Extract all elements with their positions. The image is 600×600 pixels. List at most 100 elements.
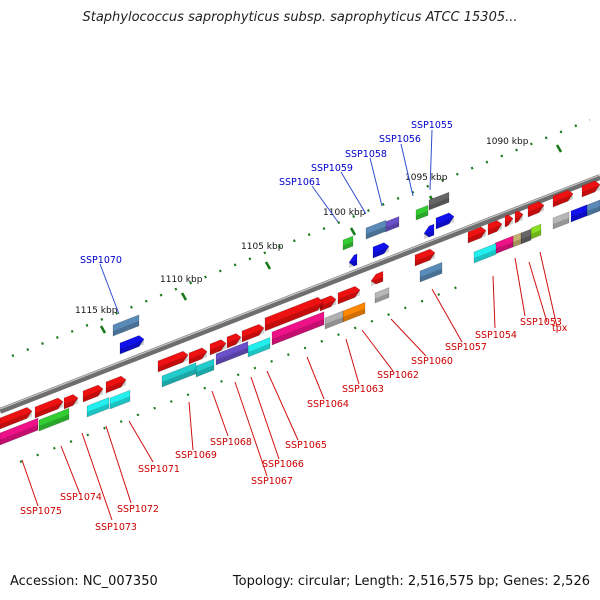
gene-feature-shade [366, 226, 386, 239]
gene-feature[interactable] [34, 397, 64, 419]
gene-feature-shade [587, 205, 600, 216]
gene-feature[interactable] [0, 417, 39, 446]
gene-feature-shade [196, 365, 214, 377]
gene-feature[interactable] [514, 210, 524, 224]
gene-feature-shade [495, 242, 513, 254]
gene-feature[interactable] [581, 180, 600, 198]
gene-feature[interactable] [119, 335, 145, 355]
gene-feature[interactable] [324, 310, 344, 330]
gene-feature[interactable] [319, 295, 337, 312]
gene-feature-shade [553, 194, 573, 207]
gene-label[interactable]: SSP1063 [342, 384, 384, 395]
gene-feature[interactable] [161, 362, 197, 388]
gene-label[interactable]: SSP1057 [445, 342, 487, 353]
gene-feature[interactable] [552, 189, 574, 208]
gene-feature[interactable] [109, 389, 131, 410]
gene-label[interactable]: SSP1061 [279, 177, 321, 188]
gene-feature-shade [158, 355, 188, 372]
gene-feature-shade [189, 352, 207, 364]
gene-feature-shade [110, 396, 130, 409]
gene-feature[interactable] [467, 226, 487, 244]
gene-feature[interactable] [38, 407, 70, 432]
gene-label[interactable]: SSP1066 [262, 459, 304, 470]
gene-label[interactable]: SSP1056 [379, 134, 421, 145]
gene-feature[interactable] [527, 201, 545, 218]
gene-feature-shade [553, 217, 569, 229]
gene-label[interactable]: SSP1067 [251, 476, 293, 487]
gene-features [0, 180, 600, 446]
gene-label[interactable]: SSP1062 [377, 370, 419, 381]
gene-feature[interactable] [63, 394, 79, 410]
gene-feature[interactable] [415, 204, 429, 221]
gene-label[interactable]: SSP1069 [175, 450, 217, 461]
gene-label[interactable]: SSP1064 [307, 399, 349, 410]
scale-label: 1115 kbp [75, 306, 118, 316]
gene-label[interactable]: SSP1065 [285, 440, 327, 451]
gene-label[interactable]: SSP1073 [95, 522, 137, 533]
gene-feature[interactable] [209, 339, 227, 356]
gene-feature[interactable] [271, 311, 325, 346]
gene-feature[interactable] [419, 261, 443, 283]
gene-feature[interactable] [372, 242, 390, 259]
gene-label[interactable]: SSP1055 [411, 120, 453, 131]
gene-feature-shade [528, 205, 544, 217]
gene-feature[interactable] [348, 253, 358, 267]
gene-label[interactable]: tpx [552, 323, 568, 334]
gene-feature[interactable] [552, 211, 570, 230]
gene-feature[interactable] [342, 235, 354, 251]
gene-label[interactable]: SSP1072 [117, 504, 159, 515]
gene-label[interactable]: SSP1054 [475, 330, 517, 341]
gene-feature[interactable] [423, 223, 435, 238]
gene-feature[interactable] [241, 323, 265, 343]
gene-feature[interactable] [215, 341, 249, 366]
gene-label[interactable]: SSP1059 [311, 163, 353, 174]
gene-feature[interactable] [82, 384, 104, 403]
gene-label[interactable]: SSP1060 [411, 356, 453, 367]
gene-feature[interactable] [473, 242, 497, 264]
gene-feature-shade [272, 318, 324, 345]
gene-feature-shade [87, 403, 109, 417]
gene-feature[interactable] [586, 199, 600, 217]
gene-feature-shade [571, 210, 587, 222]
gene-feature[interactable] [188, 347, 208, 365]
gene-feature[interactable] [105, 375, 127, 394]
gene-feature[interactable] [374, 287, 390, 304]
gene-feature[interactable] [226, 333, 242, 349]
gene-feature-shade [416, 210, 428, 220]
genome-title: Staphylococcus saprophyticus subsp. sapr… [82, 10, 518, 25]
gene-label[interactable]: SSP1075 [20, 506, 62, 517]
gene-feature[interactable] [370, 270, 384, 285]
gene-feature-shade [64, 398, 78, 409]
gene-label[interactable]: SSP1071 [138, 464, 180, 475]
gene-feature[interactable] [414, 248, 436, 267]
gene-feature[interactable] [435, 212, 455, 230]
gene-feature-shade [513, 238, 521, 247]
gene-feature[interactable] [428, 191, 450, 211]
gene-feature[interactable] [0, 407, 33, 430]
accession-label: Accession: NC_007350 [10, 574, 158, 589]
gene-feature[interactable] [157, 350, 189, 373]
gene-feature[interactable] [264, 296, 324, 332]
gene-feature-shade [515, 214, 523, 223]
scale-label: 1090 kbp [486, 137, 529, 147]
gene-feature[interactable] [504, 214, 514, 228]
gene-feature[interactable] [365, 219, 387, 240]
gene-feature[interactable] [112, 314, 140, 337]
gene-feature-shade [106, 380, 126, 393]
gene-label[interactable]: SSP1070 [80, 255, 122, 266]
gene-label[interactable]: SSP1058 [345, 149, 387, 160]
gene-feature[interactable] [86, 396, 110, 418]
gene-label[interactable]: SSP1053 [520, 317, 562, 328]
gene-feature-shade [343, 308, 365, 322]
gene-feature[interactable] [487, 220, 503, 236]
gene-feature-shade [436, 217, 454, 229]
gene-feature-shade [375, 293, 389, 303]
gene-feature[interactable] [247, 336, 271, 358]
gene-label[interactable]: SSP1074 [60, 492, 102, 503]
gene-feature-shade [429, 197, 449, 210]
gene-feature-shade [424, 230, 434, 239]
gene-label[interactable]: SSP1068 [210, 437, 252, 448]
scale-labels: 1090 kbp 1095 kbp 1100 kbp 1105 kbp 1110… [75, 137, 529, 316]
gene-feature[interactable] [337, 285, 361, 305]
